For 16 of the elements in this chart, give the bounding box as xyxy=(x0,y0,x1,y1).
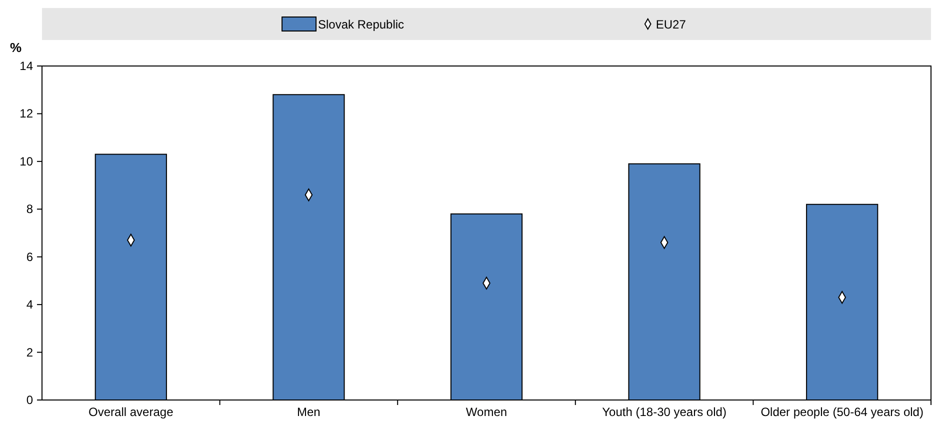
y-tick-label: 2 xyxy=(26,345,34,360)
y-axis-title: % xyxy=(10,40,22,55)
y-tick-label: 14 xyxy=(20,59,34,73)
x-tick-label: Older people (50-64 years old) xyxy=(760,405,924,419)
y-tick-label: 10 xyxy=(20,154,34,168)
legend-label: Slovak Republic xyxy=(318,18,404,32)
legend-label: EU27 xyxy=(656,18,686,32)
y-tick-label: 12 xyxy=(20,106,34,121)
y-tick-label: 6 xyxy=(26,250,34,264)
y-tick-label: 8 xyxy=(26,202,34,216)
x-tick-label: Women xyxy=(466,405,508,419)
x-tick-label: Men xyxy=(297,405,320,419)
y-tick-label: 0 xyxy=(26,393,34,407)
x-tick-label: Youth (18-30 years old) xyxy=(602,405,726,419)
y-tick-label: 4 xyxy=(26,298,34,312)
x-tick-label: Overall average xyxy=(88,405,174,419)
